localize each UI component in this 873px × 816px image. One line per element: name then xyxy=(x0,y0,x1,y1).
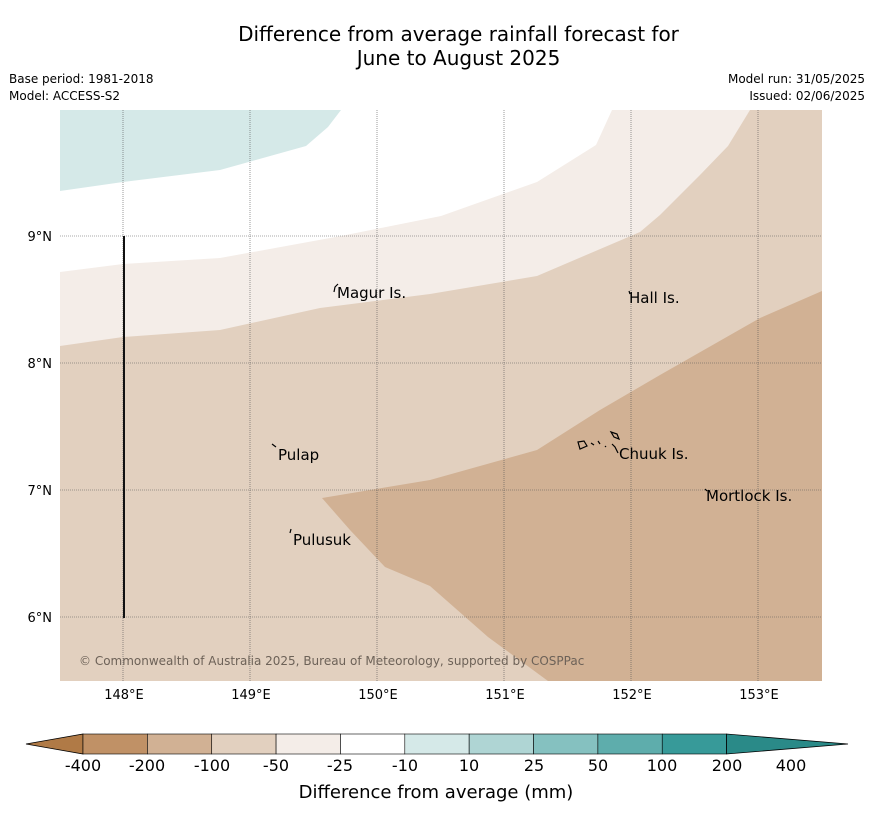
model-text: Model: ACCESS-S2 xyxy=(9,89,121,103)
title-line-1: Difference from average rainfall forecas… xyxy=(238,22,679,46)
lat-label: 7°N xyxy=(28,484,53,499)
colorbar-label: 100 xyxy=(647,756,678,775)
latitude-labels: 9°N 8°N 7°N 6°N xyxy=(28,230,53,626)
band-drier-50-100 xyxy=(322,291,822,681)
island-outlines xyxy=(271,283,708,534)
lon-label: 151°E xyxy=(485,688,525,703)
place-label: Magur Is. xyxy=(337,284,406,302)
place-label: Chuuk Is. xyxy=(619,445,688,463)
colorbar-segment xyxy=(82,733,148,755)
colorbar-label: -25 xyxy=(327,756,353,775)
model-run-text: Model run: 31/05/2025 xyxy=(727,72,865,86)
lon-label: 149°E xyxy=(231,688,271,703)
colorbar xyxy=(25,733,849,755)
place-label: Pulap xyxy=(278,446,319,464)
colorbar-extend-left xyxy=(25,733,84,755)
colorbar-label: 25 xyxy=(524,756,544,775)
base-period-text: Base period: 1981-2018 xyxy=(9,72,154,86)
colorbar-label: -100 xyxy=(194,756,230,775)
colorbar-title: Difference from average (mm) xyxy=(299,782,574,803)
meta-left: Base period: 1981-2018 Model: ACCESS-S2 xyxy=(9,71,154,105)
colorbar-label: -50 xyxy=(263,756,289,775)
lat-label: 9°N xyxy=(28,230,53,245)
map-area: Magur Is. Hall Is. Pulap Chuuk Is. Mortl… xyxy=(60,110,822,681)
colorbar-segment xyxy=(533,733,599,755)
lat-label: 6°N xyxy=(28,611,53,626)
place-labels: Magur Is. Hall Is. Pulap Chuuk Is. Mortl… xyxy=(278,284,792,549)
lat-label: 8°N xyxy=(28,357,53,372)
colorbar-label: 400 xyxy=(776,756,807,775)
colorbar-label: 50 xyxy=(588,756,608,775)
issued-text: Issued: 02/06/2025 xyxy=(749,89,865,103)
colorbar-segment xyxy=(404,733,470,755)
colorbar-label: -10 xyxy=(392,756,418,775)
colorbar-segment xyxy=(147,733,213,755)
colorbar-segment xyxy=(597,733,663,755)
lon-label: 150°E xyxy=(358,688,398,703)
colorbar-extend-right xyxy=(726,733,849,755)
place-label: Pulusuk xyxy=(293,531,351,549)
colorbar-segment xyxy=(211,733,277,755)
map-title: Difference from average rainfall forecas… xyxy=(0,22,873,70)
band-wetter-10-25 xyxy=(60,110,341,191)
colorbar-label: 200 xyxy=(712,756,743,775)
colorbar-label: -200 xyxy=(129,756,165,775)
title-line-2: June to August 2025 xyxy=(356,46,561,70)
colorbar-segment xyxy=(275,733,341,755)
colorbar-labels: -400 -200 -100 -50 -25 -10 10 25 50 100 … xyxy=(65,756,806,775)
copyright-notice: © Commonwealth of Australia 2025, Bureau… xyxy=(79,654,584,668)
colorbar-segment xyxy=(340,733,406,755)
longitude-labels: 148°E 149°E 150°E 151°E 152°E 153°E xyxy=(104,688,779,703)
lon-label: 153°E xyxy=(739,688,779,703)
grid-lines xyxy=(60,110,822,681)
place-label: Mortlock Is. xyxy=(706,487,792,505)
colorbar-label: 10 xyxy=(459,756,479,775)
colorbar-label: -400 xyxy=(65,756,101,775)
lon-label: 152°E xyxy=(612,688,652,703)
place-label: Hall Is. xyxy=(629,289,680,307)
meta-right: Model run: 31/05/2025 Issued: 02/06/2025 xyxy=(728,71,865,105)
lon-label: 148°E xyxy=(104,688,144,703)
colorbar-segment xyxy=(661,733,727,755)
colorbar-segment xyxy=(468,733,534,755)
